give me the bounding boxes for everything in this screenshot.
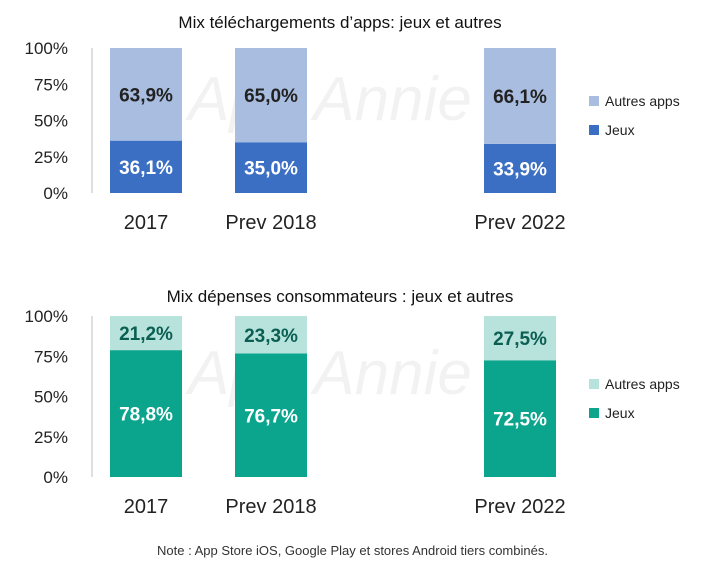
data-label: 27,5% — [493, 329, 547, 350]
y-tick-label: 100% — [25, 307, 68, 326]
legend-swatch — [589, 408, 599, 418]
data-label: 66,1% — [493, 87, 547, 108]
y-tick-label: 75% — [34, 75, 68, 94]
data-label: 35,0% — [244, 159, 298, 180]
y-tick-label: 25% — [34, 148, 68, 167]
data-label: 21,2% — [119, 324, 173, 345]
category-label: Prev 2018 — [225, 212, 316, 234]
legend-label: Autres apps — [605, 93, 680, 109]
legend-label: Jeux — [605, 405, 635, 421]
category-label: 2017 — [124, 212, 169, 234]
watermark-text: App Annie — [184, 339, 472, 408]
y-tick-label: 50% — [34, 388, 68, 407]
data-label: 36,1% — [119, 158, 173, 179]
bar-segment — [235, 48, 307, 143]
y-tick-label: 100% — [25, 39, 68, 58]
chart-title: Mix téléchargements d’apps: jeux et autr… — [178, 13, 501, 32]
bar-segment — [484, 143, 556, 193]
y-tick-label: 0% — [43, 468, 68, 487]
bar-segment — [110, 350, 182, 477]
bar-segment — [484, 316, 556, 361]
data-label: 63,9% — [119, 85, 173, 106]
y-tick-label: 0% — [43, 184, 68, 203]
bar-segment — [110, 140, 182, 193]
data-label: 65,0% — [244, 86, 298, 107]
category-label: Prev 2022 — [474, 496, 565, 518]
chart-title: Mix dépenses consommateurs : jeux et aut… — [167, 287, 514, 306]
data-label: 76,7% — [244, 406, 298, 427]
bar-segment — [235, 353, 307, 477]
legend-label: Jeux — [605, 122, 635, 138]
bar-segment — [484, 48, 556, 144]
bar-segment — [235, 316, 307, 354]
category-label: Prev 2022 — [474, 212, 565, 234]
data-label: 78,8% — [119, 405, 173, 426]
legend-swatch — [589, 96, 599, 106]
charts-canvas: App Annie Mix téléchargements d’apps: jeu… — [25, 13, 680, 518]
data-label: 72,5% — [493, 410, 547, 431]
y-tick-label: 75% — [34, 347, 68, 366]
legend-swatch — [589, 379, 599, 389]
y-tick-label: 50% — [34, 112, 68, 131]
footnote: Note : App Store iOS, Google Play et sto… — [157, 543, 548, 558]
watermark-text: App Annie — [184, 65, 472, 134]
bar-segment — [110, 48, 182, 141]
category-label: Prev 2018 — [225, 496, 316, 518]
bar-segment — [235, 142, 307, 193]
data-label: 33,9% — [493, 159, 547, 180]
legend-swatch — [589, 125, 599, 135]
bar-segment — [110, 316, 182, 351]
data-label: 23,3% — [244, 326, 298, 347]
bar-segment — [484, 360, 556, 477]
category-label: 2017 — [124, 496, 169, 518]
legend-label: Autres apps — [605, 376, 680, 392]
y-tick-label: 25% — [34, 428, 68, 447]
